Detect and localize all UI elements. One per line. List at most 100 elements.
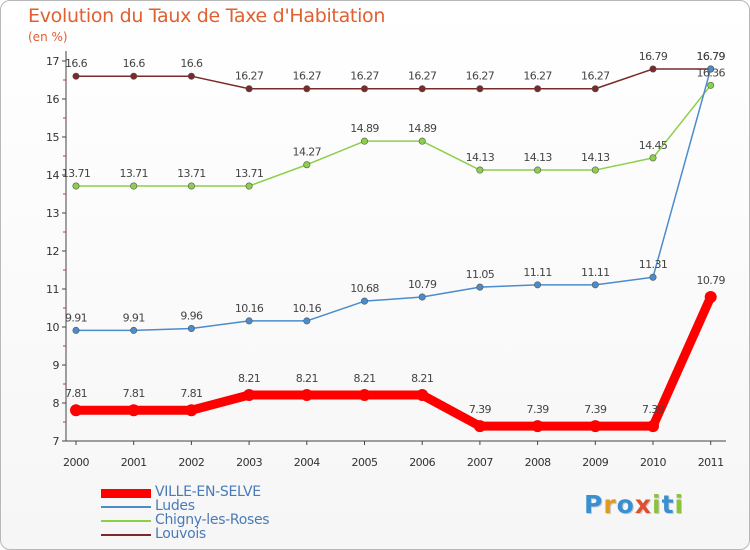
logo-letter: P [584, 490, 604, 519]
data-point [303, 317, 311, 325]
logo-letter: i [652, 490, 662, 519]
data-label: 14.27 [293, 146, 322, 159]
data-label: 11.31 [639, 258, 668, 271]
data-point [591, 281, 599, 289]
data-label: 16.79 [696, 50, 725, 63]
data-point [649, 65, 657, 73]
y-tick-label: 12 [46, 245, 59, 258]
data-label: 16.27 [293, 70, 322, 83]
data-label: 8.21 [238, 372, 260, 385]
data-point [649, 154, 657, 162]
data-label: 7.39 [584, 403, 607, 416]
y-tick-label: 7 [53, 435, 60, 448]
data-label: 10.16 [235, 302, 264, 315]
data-point [534, 166, 542, 174]
data-point [245, 182, 253, 190]
data-point [130, 326, 138, 334]
data-label: 7.81 [65, 387, 87, 400]
data-point [127, 404, 140, 417]
legend-swatch [101, 520, 151, 522]
data-label: 16.27 [350, 70, 379, 83]
legend-label: VILLE-EN-SELVE [155, 484, 261, 500]
data-label: 10.68 [350, 282, 379, 295]
x-tick-label: 2003 [236, 456, 262, 469]
data-point [704, 290, 717, 303]
data-label: 14.13 [523, 151, 552, 164]
data-label: 16.27 [235, 70, 264, 83]
data-point [360, 297, 368, 305]
data-point [591, 166, 599, 174]
data-point [649, 273, 657, 281]
data-point [647, 420, 659, 433]
legend-label: Chigny-les-Roses [155, 512, 270, 528]
series-line [75, 68, 712, 332]
data-label: 14.13 [466, 151, 495, 164]
x-tick-label: 2005 [352, 456, 378, 469]
x-tick-label: 2008 [525, 456, 551, 469]
data-label: 7.81 [180, 387, 202, 400]
data-point [476, 85, 484, 93]
data-label: 16.6 [123, 57, 146, 70]
logo-letter: r [603, 490, 617, 519]
y-tick-label: 14 [46, 169, 59, 182]
data-label: 11.11 [581, 266, 610, 279]
series-line [75, 84, 712, 187]
data-point [130, 182, 138, 190]
x-tick-label: 2000 [63, 456, 89, 469]
data-point [72, 326, 80, 334]
data-point [300, 389, 313, 402]
data-label: 8.21 [411, 372, 433, 385]
data-label: 16.36 [696, 66, 725, 79]
data-point [473, 420, 486, 433]
x-tick-label: 2001 [121, 456, 147, 469]
data-point [187, 72, 195, 80]
data-label: 7.39 [642, 403, 665, 416]
data-point [303, 85, 311, 93]
series-line [71, 292, 716, 431]
data-point [534, 281, 542, 289]
y-tick-label: 15 [46, 131, 59, 144]
y-tick-label: 10 [46, 321, 59, 334]
data-label: 13.71 [119, 167, 148, 180]
y-tick-label: 8 [53, 397, 60, 410]
data-label: 16.27 [581, 70, 610, 83]
data-label: 13.71 [177, 167, 206, 180]
data-label: 16.79 [639, 50, 668, 63]
data-point [243, 389, 256, 402]
series-line [75, 68, 712, 90]
data-label: 7.39 [469, 403, 492, 416]
data-point [245, 317, 253, 325]
data-point [589, 420, 602, 433]
data-label: 13.71 [235, 167, 264, 180]
y-tick-label: 9 [53, 359, 60, 372]
data-point [707, 65, 715, 73]
data-point [707, 81, 715, 89]
data-point [418, 137, 426, 145]
data-point [358, 389, 371, 402]
data-point [130, 72, 138, 80]
data-label: 11.11 [523, 266, 552, 279]
data-point [187, 325, 195, 333]
x-tick-label: 2006 [409, 456, 435, 469]
data-label: 7.81 [123, 387, 145, 400]
data-label: 11.05 [466, 268, 495, 281]
data-label: 9.96 [180, 310, 203, 323]
x-tick-label: 2010 [640, 456, 666, 469]
data-label: 7.39 [527, 403, 550, 416]
data-label: 13.71 [62, 167, 91, 180]
data-label: 16.6 [65, 57, 88, 70]
data-point [72, 72, 80, 80]
data-point [70, 404, 82, 417]
data-point [360, 137, 368, 145]
data-point [303, 161, 311, 169]
data-label: 16.27 [466, 70, 495, 83]
data-point [476, 283, 484, 291]
y-tick-label: 17 [46, 55, 59, 68]
x-tick-label: 2002 [178, 456, 204, 469]
data-label: 8.21 [296, 372, 318, 385]
data-point [534, 85, 542, 93]
data-point [418, 85, 426, 93]
data-label: 9.91 [65, 311, 87, 324]
